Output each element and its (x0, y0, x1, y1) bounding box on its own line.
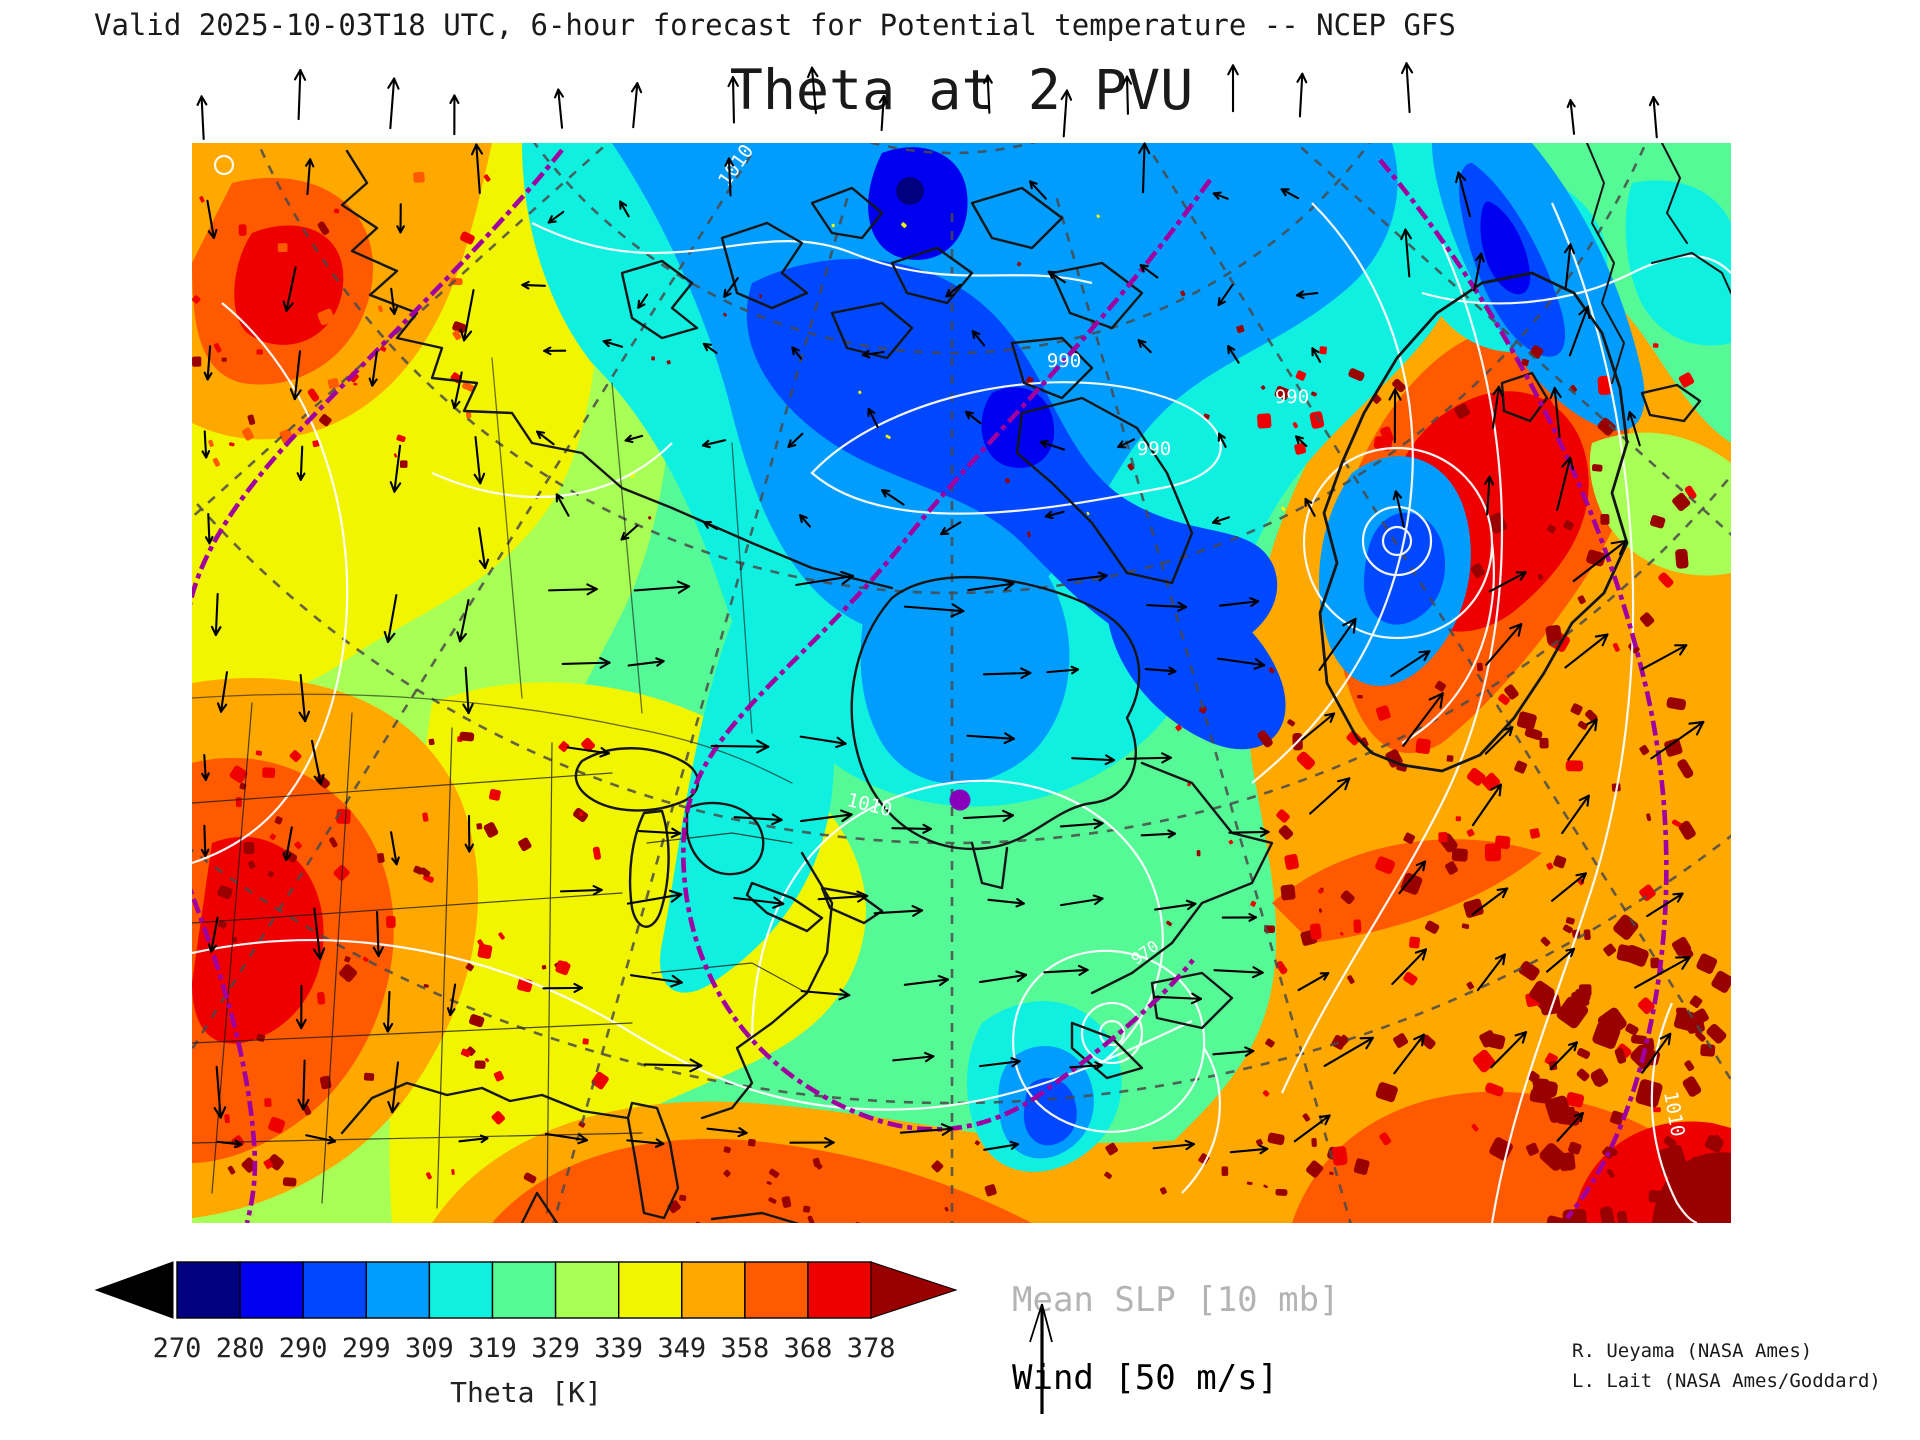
theta-map: 1010 990 990 990 1010 970 1010 (192, 62, 1731, 1223)
svg-text:270: 270 (153, 1333, 202, 1364)
svg-text:349: 349 (657, 1333, 706, 1364)
valid-time-line: Valid 2025-10-03T18 UTC, 6-hour forecast… (94, 8, 1456, 42)
svg-text:319: 319 (468, 1333, 517, 1364)
colorbar-tick-labels: 270 280 290 299 309 319 329 339 349 358 … (153, 1333, 896, 1364)
wind-vector-arrows (196, 62, 1705, 1155)
mean-slp-legend-label: Mean SLP [10 mb] (1012, 1280, 1340, 1320)
coastlines (192, 143, 1731, 1223)
terminator-lines (192, 148, 1669, 1223)
svg-text:990: 990 (1047, 350, 1081, 372)
credits-block: R. Ueyama (NASA Ames) L. Lait (NASA Ames… (1572, 1336, 1881, 1397)
credit-line-2: L. Lait (NASA Ames/Goddard) (1572, 1370, 1881, 1393)
svg-text:990: 990 (1275, 386, 1309, 408)
colorbar-cells (176, 1261, 872, 1319)
province-borders (192, 357, 793, 784)
theta-color-blobs (192, 143, 1731, 1223)
svg-text:309: 309 (405, 1333, 454, 1364)
wind-scale-arrow-icon (1022, 1300, 1062, 1422)
svg-text:339: 339 (594, 1333, 643, 1364)
colorbar-under-arrow (94, 1261, 174, 1319)
svg-text:280: 280 (216, 1333, 265, 1364)
svg-text:378: 378 (847, 1333, 896, 1364)
svg-text:299: 299 (342, 1333, 391, 1364)
theta-colorbar: 270 280 290 299 309 319 329 339 349 358 … (88, 1256, 968, 1381)
svg-text:290: 290 (279, 1333, 328, 1364)
state-borders (192, 702, 808, 1214)
page-title: Theta at 2 PVU (729, 58, 1194, 122)
credit-line-1: R. Ueyama (NASA Ames) (1572, 1340, 1813, 1362)
station-marker-dot (949, 789, 971, 811)
wind-scale-label: Wind [50 m/s] (1012, 1358, 1279, 1398)
colorbar-units-label: Theta [K] (450, 1376, 602, 1409)
colorbar-over-arrow (870, 1261, 958, 1319)
svg-text:358: 358 (721, 1333, 770, 1364)
svg-text:990: 990 (1137, 438, 1171, 460)
svg-text:368: 368 (784, 1333, 833, 1364)
svg-text:329: 329 (531, 1333, 580, 1364)
